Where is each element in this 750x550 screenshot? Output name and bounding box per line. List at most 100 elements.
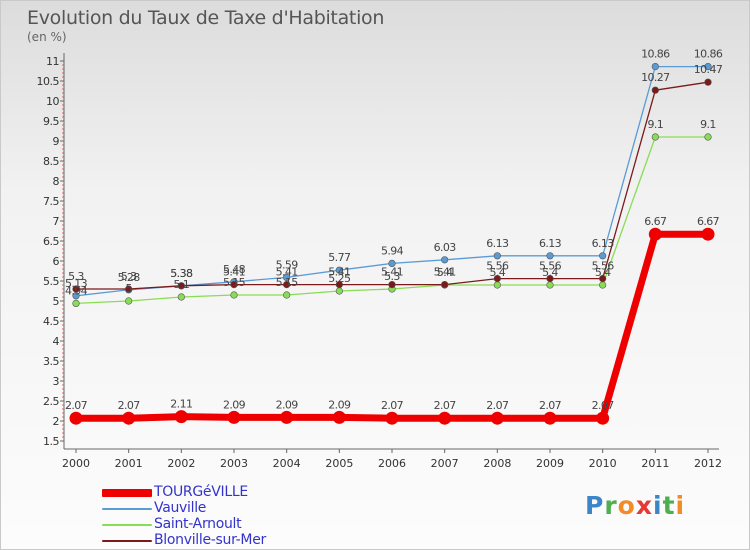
data-label: 5.41	[328, 266, 350, 279]
data-point	[335, 266, 343, 274]
series-line-3	[76, 81, 709, 290]
y-tick-label: 5.5	[43, 275, 59, 288]
logo-letter: t	[662, 491, 676, 520]
data-label: 5.4	[489, 266, 505, 279]
data-label: 2.09	[328, 398, 351, 411]
data-point	[280, 410, 294, 424]
data-point	[69, 411, 83, 425]
y-tick-label: 2	[53, 415, 60, 428]
data-label: 2.07	[381, 399, 404, 412]
x-tick-label: 2007	[431, 457, 459, 470]
data-label: 6.13	[539, 237, 562, 250]
logo-letter: i	[675, 491, 686, 520]
y-tick-label: 7.5	[43, 195, 59, 208]
y-tick-label: 4	[53, 335, 60, 348]
data-point	[493, 275, 501, 283]
proxiti-logo: Proxiti	[585, 491, 685, 520]
x-tick-label: 2009	[536, 457, 564, 470]
data-label: 10.27	[641, 71, 670, 84]
data-point	[648, 227, 662, 241]
data-label: 5.4	[542, 266, 558, 279]
legend-label: Saint-Arnoult	[154, 516, 242, 532]
legend-swatch	[102, 540, 152, 542]
data-label: 5.4	[437, 266, 453, 279]
data-point	[72, 285, 80, 293]
data-label: 10.86	[694, 48, 723, 61]
data-point	[177, 282, 185, 290]
x-tick-label: 2004	[273, 457, 301, 470]
data-label: 5.41	[223, 266, 245, 279]
data-point	[283, 291, 291, 299]
data-label: 6.13	[592, 237, 615, 250]
x-tick-label: 2012	[694, 457, 722, 470]
data-point	[122, 411, 136, 425]
data-label: 5.15	[223, 276, 246, 289]
data-point	[441, 256, 449, 264]
y-tick-label: 2.5	[43, 395, 59, 408]
data-label: 4.94	[65, 284, 88, 297]
data-point	[177, 293, 185, 301]
data-label: 9.1	[647, 118, 663, 131]
data-point	[125, 297, 133, 305]
data-label: 5.15	[276, 276, 299, 289]
x-tick-label: 2002	[167, 457, 195, 470]
y-tick-label: 10	[46, 95, 59, 108]
data-point	[546, 275, 554, 283]
data-label: 5.48	[223, 263, 246, 276]
data-point	[388, 281, 396, 289]
logo-letter: i	[653, 491, 663, 520]
legend-swatch	[102, 508, 152, 510]
data-label: 5.56	[539, 260, 562, 273]
data-label: 5.56	[592, 260, 615, 273]
x-tick-label: 2001	[115, 457, 143, 470]
data-point	[283, 281, 291, 289]
data-label: 6.67	[644, 215, 667, 228]
y-tick-label: 5	[53, 295, 60, 308]
y-tick-label: 11	[46, 55, 59, 68]
data-point	[546, 252, 554, 260]
data-label: 5.94	[381, 244, 404, 257]
y-tick-label: 9.5	[43, 115, 59, 128]
y-tick-label: 9	[53, 135, 60, 148]
data-point	[230, 291, 238, 299]
data-label: 2.07	[434, 399, 457, 412]
data-point	[72, 299, 80, 308]
data-point	[651, 86, 659, 94]
data-point	[701, 227, 715, 241]
data-label: 10.86	[641, 48, 670, 61]
y-tick-label: 8.5	[43, 155, 59, 168]
data-point	[651, 133, 659, 141]
data-point	[599, 281, 607, 289]
data-point	[704, 62, 712, 71]
data-label: 5.38	[170, 267, 193, 280]
legend-label: TOURGéVILLE	[154, 484, 248, 500]
legend-label: Vauville	[154, 500, 207, 516]
data-point	[596, 411, 610, 425]
data-point	[599, 252, 607, 260]
y-tick-label: 6.5	[43, 235, 59, 248]
data-label: 5.4	[595, 266, 611, 279]
data-point	[174, 410, 188, 424]
y-tick-label: 6	[53, 255, 60, 268]
data-point	[493, 281, 501, 289]
x-tick-label: 2008	[483, 457, 511, 470]
y-tick-label: 1.5	[43, 435, 59, 448]
data-label: 5.38	[170, 267, 193, 280]
logo-letter: x	[635, 491, 653, 520]
data-label: 2.09	[223, 398, 246, 411]
data-point	[704, 133, 712, 141]
data-point	[227, 410, 241, 424]
data-label: 2.07	[118, 399, 141, 412]
y-tick-label: 3.5	[43, 355, 59, 368]
x-tick-label: 2005	[325, 457, 353, 470]
data-point	[125, 285, 133, 293]
y-tick-label: 3	[53, 375, 60, 388]
data-label: 5.41	[434, 266, 456, 279]
data-point	[332, 410, 346, 424]
data-point	[599, 275, 607, 283]
data-label: 2.07	[65, 399, 88, 412]
data-label: 5	[125, 282, 132, 295]
data-label: 2.07	[539, 399, 562, 412]
